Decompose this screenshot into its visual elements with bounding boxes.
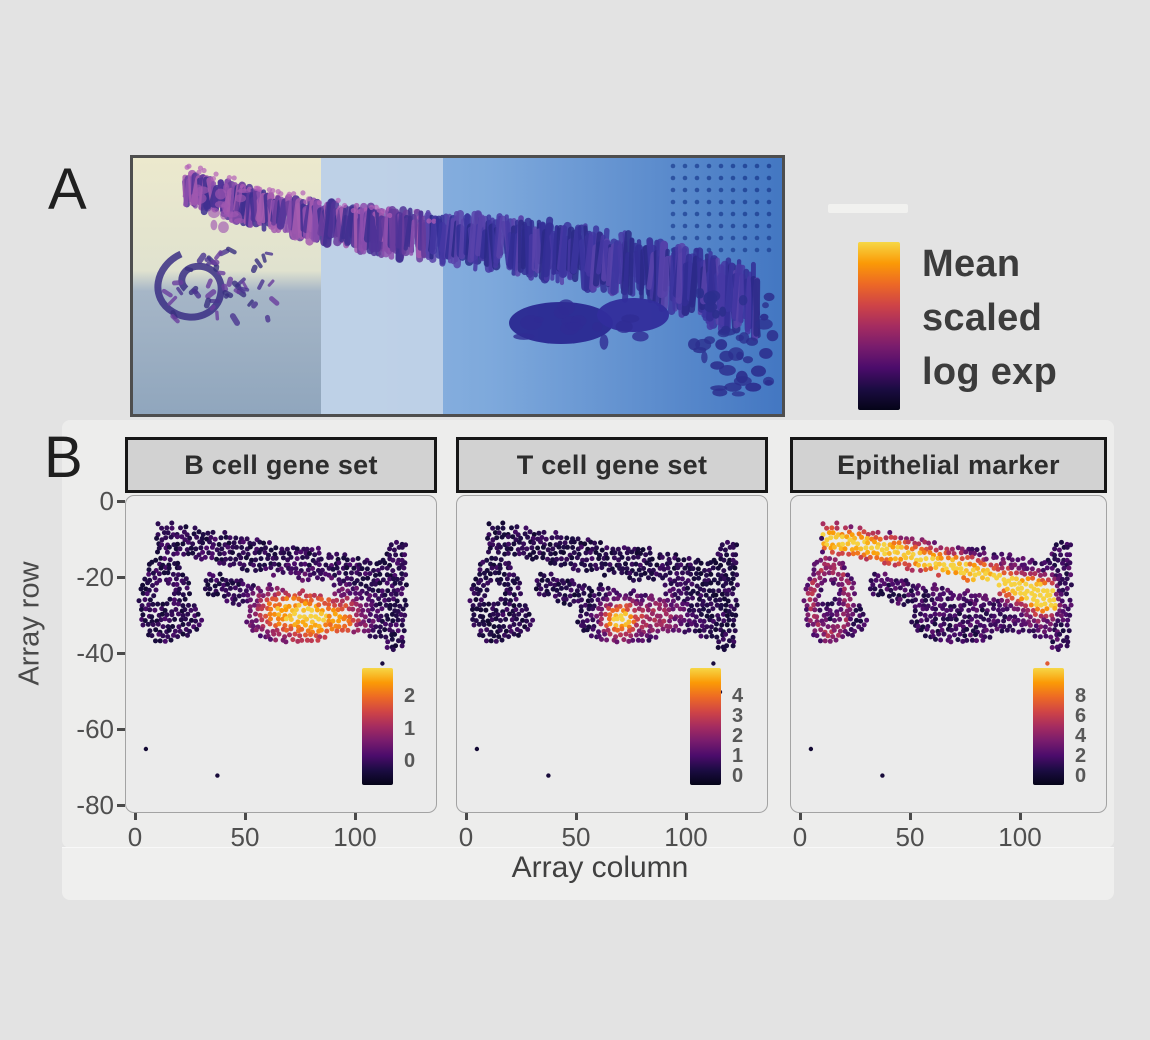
x-tick-label: 50 xyxy=(561,822,591,852)
expression-colorbar xyxy=(858,242,900,410)
x-tick-label: 100 xyxy=(998,822,1042,852)
colorbar-tick-label: 2 xyxy=(404,685,416,707)
colorbar-tick-label: 6 xyxy=(1075,705,1087,727)
subplot-colorbar xyxy=(362,668,393,785)
colorbar-tick-label: 0 xyxy=(404,750,416,772)
colorbar-caption-line-1: Mean xyxy=(922,243,1021,285)
x-tick-mark xyxy=(353,813,357,820)
x-tick-label: 0 xyxy=(458,822,474,852)
colorbar-tick-label: 8 xyxy=(1075,685,1087,707)
subplot-colorbar xyxy=(1033,668,1064,785)
subplot-colorbar xyxy=(690,668,721,785)
subplot-t-cell-gene-set: T cell gene set 4 3 2 1 0 0 50 100 xyxy=(456,437,768,852)
colorbar-tick-label: 3 xyxy=(732,705,744,727)
colorbar-tick-label: 4 xyxy=(1075,725,1087,747)
y-tick-label: -60 xyxy=(76,714,114,744)
subplot-b-cell-gene-set: B cell gene set 2 1 0 0 50 100 xyxy=(125,437,437,852)
subplot-title: B cell gene set xyxy=(125,437,437,493)
x-tick-mark xyxy=(133,813,137,820)
colorbar-tick-label: 1 xyxy=(732,745,744,767)
x-tick-label: 0 xyxy=(127,822,143,852)
subplot-title: T cell gene set xyxy=(456,437,768,493)
y-tick-label: -40 xyxy=(76,638,114,668)
histology-image xyxy=(130,155,785,417)
panel-b-label: B xyxy=(44,425,83,490)
subplot-title: Epithelial marker xyxy=(790,437,1107,493)
panel-a-label: A xyxy=(48,157,87,222)
legend-artifact-strip xyxy=(828,204,908,213)
y-tick-mark xyxy=(117,499,125,503)
colorbar-tick-label: 2 xyxy=(1075,745,1087,767)
spot-scatter xyxy=(467,520,740,778)
y-axis-label: Array row xyxy=(13,561,46,686)
x-tick-label: 50 xyxy=(895,822,925,852)
y-tick-mark xyxy=(117,803,125,807)
x-tick-mark xyxy=(243,813,247,820)
subplot-epithelial-marker: Epithelial marker 8 6 4 2 0 0 50 100 xyxy=(790,437,1107,852)
y-tick-mark xyxy=(117,575,125,579)
colorbar-caption: Mean scaled log exp xyxy=(922,238,1057,400)
histology-svg xyxy=(133,158,782,414)
x-tick-label: 50 xyxy=(230,822,260,852)
colorbar-caption-line-3: log exp xyxy=(922,350,1058,393)
x-tick-label: 100 xyxy=(333,822,377,852)
panel-b-footer-strip xyxy=(62,847,1114,900)
spot-scatter xyxy=(136,520,409,778)
subplot-colorbar-ticks: 2 1 0 xyxy=(404,686,415,771)
colorbar-tick-label: 1 xyxy=(404,717,416,740)
x-axis-label: Array column xyxy=(511,851,689,884)
y-tick-label: 0 xyxy=(99,486,114,516)
y-tick-label: -80 xyxy=(76,790,114,820)
colorbar-tick-label: 0 xyxy=(1075,765,1087,787)
y-tick-mark xyxy=(117,727,125,731)
x-tick-mark xyxy=(574,813,578,820)
colorbar-tick-label: 0 xyxy=(732,765,744,787)
colorbar-caption-line-2: scaled xyxy=(922,296,1043,339)
x-tick-mark xyxy=(684,813,688,820)
x-tick-label: 0 xyxy=(792,822,808,852)
x-tick-mark xyxy=(464,813,468,820)
y-tick-label: -20 xyxy=(76,562,114,592)
spot-scatter xyxy=(801,520,1074,778)
colorbar-tick-label: 4 xyxy=(732,685,744,707)
x-tick-mark xyxy=(908,813,912,820)
x-tick-label: 100 xyxy=(664,822,708,852)
x-tick-mark xyxy=(798,813,802,820)
x-tick-mark xyxy=(1018,813,1022,820)
y-tick-mark xyxy=(117,651,125,655)
colorbar-tick-label: 2 xyxy=(732,725,744,747)
plot-area: 2 1 0 xyxy=(125,495,437,813)
